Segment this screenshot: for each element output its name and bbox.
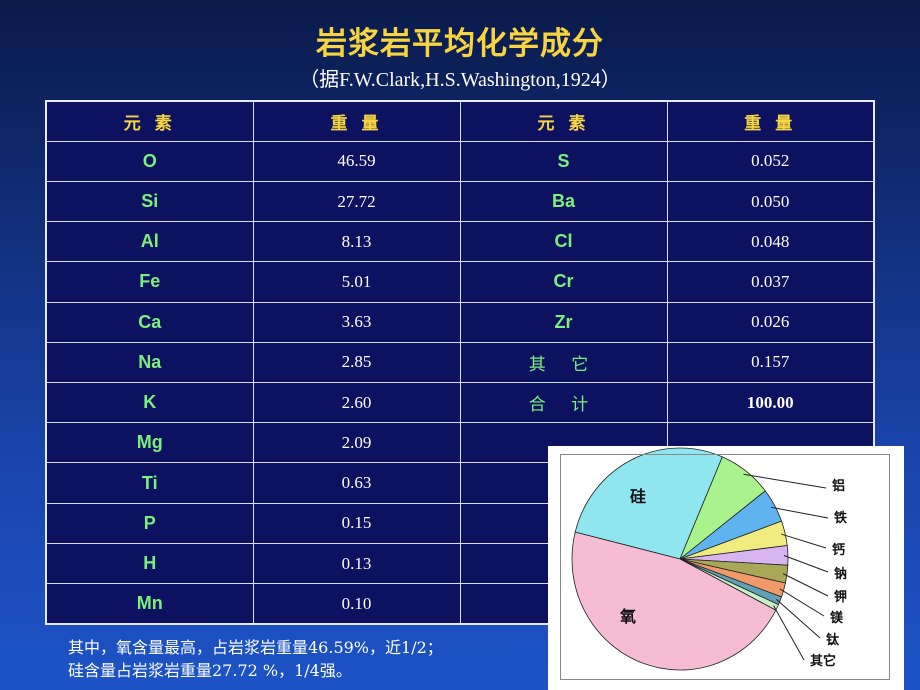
element-cell: H (45, 542, 254, 585)
element-cell: Cr (459, 261, 668, 303)
weight-cell: 2.60 (252, 382, 461, 424)
pie-slice-label: 硅 (630, 487, 646, 506)
pie-slice-label: 氧 (619, 607, 636, 626)
element-cell: Zr (459, 301, 668, 343)
weight-cell: 2.09 (252, 422, 461, 464)
element-cell: Ti (45, 462, 254, 504)
pie-slice-label: 其它 (810, 653, 836, 669)
pie-leader-line (779, 588, 825, 617)
element-cell: Ba (459, 180, 668, 223)
element-cell: O (45, 140, 254, 182)
note-line-1: 其中，氧含量最高，占岩浆岩重量46.59%，近1/2； (68, 638, 443, 657)
table-row: Fe 5.01 Cr 0.037 (45, 261, 875, 303)
element-cell: Ca (45, 301, 254, 343)
pie-slice-label: 钠 (834, 566, 847, 582)
element-cell: Si (45, 180, 254, 223)
element-cell: K (45, 382, 254, 424)
pie-slice-label: 钙 (832, 542, 845, 558)
element-cell: Mn (45, 583, 254, 625)
table-row: Al 8.13 Cl 0.048 (45, 221, 875, 263)
weight-cell: 0.15 (252, 502, 461, 544)
element-cell: Al (45, 221, 254, 263)
note-text: 其中，氧含量最高，占岩浆岩重量46.59%，近1/2； 硅含量占岩浆岩重量27.… (68, 636, 443, 682)
pie-slice (574, 447, 723, 560)
weight-cell: 0.052 (666, 140, 875, 182)
pie-slice-label: 铁 (833, 510, 847, 526)
table-row: Si 27.72 Ba 0.050 (45, 180, 875, 223)
weight-cell: 5.01 (252, 261, 461, 303)
header-weight-right: 重 量 (666, 100, 875, 142)
weight-cell: 8.13 (252, 221, 461, 263)
element-cell: S (459, 140, 668, 182)
pie-leader-line (782, 573, 829, 597)
pie-chart-panel: 硅 铝铁钙钠钾镁钛其它 氧 (548, 446, 904, 690)
table-row: K 2.60 合 计 100.00 (45, 382, 875, 424)
page-title: 岩浆岩平均化学成分 (316, 26, 604, 62)
weight-cell: 46.59 (252, 140, 461, 182)
pie-leader-line (743, 473, 827, 489)
header-element-right: 元 素 (459, 100, 668, 142)
element-cell: Na (45, 341, 254, 384)
weight-cell: 0.048 (666, 221, 875, 263)
weight-cell: 0.026 (666, 301, 875, 343)
element-cell: P (45, 502, 254, 544)
weight-cell: 0.157 (666, 341, 875, 384)
pie-chart-frame (560, 454, 890, 680)
pie-slice-label: 钾 (834, 589, 847, 605)
pie-leader-line (773, 605, 805, 661)
table-row: Na 2.85 其 它 0.157 (45, 341, 875, 384)
element-cell: 合 计 (459, 382, 668, 424)
note-line-2: 硅含量占岩浆岩重量27.72 %，1/4强。 (68, 661, 352, 680)
pie-slice (571, 531, 777, 671)
table-row: O 46.59 S 0.052 (45, 140, 875, 182)
page-subtitle: （据F.W.Clark,H.S.Washington,1924） (299, 69, 621, 91)
pie-slice-label: 铝 (832, 478, 845, 494)
table-header-row: 元 素 重 量 元 素 重 量 (45, 100, 875, 142)
header-element-left: 元 素 (45, 100, 254, 142)
pie-leader-line (776, 598, 821, 639)
weight-cell: 0.10 (252, 583, 461, 625)
weight-cell: 0.63 (252, 462, 461, 504)
pie-leader-line (780, 533, 827, 549)
element-cell: Cl (459, 221, 668, 263)
header-weight-left: 重 量 (252, 100, 461, 142)
table-row: Ca 3.63 Zr 0.026 (45, 301, 875, 343)
total-weight-cell: 100.00 (666, 382, 875, 424)
weight-cell: 0.037 (666, 261, 875, 303)
weight-cell: 3.63 (252, 301, 461, 343)
pie-slice-label: 镁 (830, 610, 844, 626)
weight-cell: 2.85 (252, 341, 461, 384)
element-cell: Mg (45, 422, 254, 464)
weight-cell: 27.72 (252, 180, 461, 223)
element-cell: Fe (45, 261, 254, 303)
element-cell: 其 它 (459, 341, 668, 384)
pie-leader-line (783, 555, 829, 573)
table-row: Mg 2.09 (45, 422, 875, 464)
pie-leader-line (770, 506, 829, 519)
weight-cell: 0.050 (666, 180, 875, 223)
weight-cell: 0.13 (252, 542, 461, 585)
pie-slice-label: 钛 (825, 632, 840, 648)
